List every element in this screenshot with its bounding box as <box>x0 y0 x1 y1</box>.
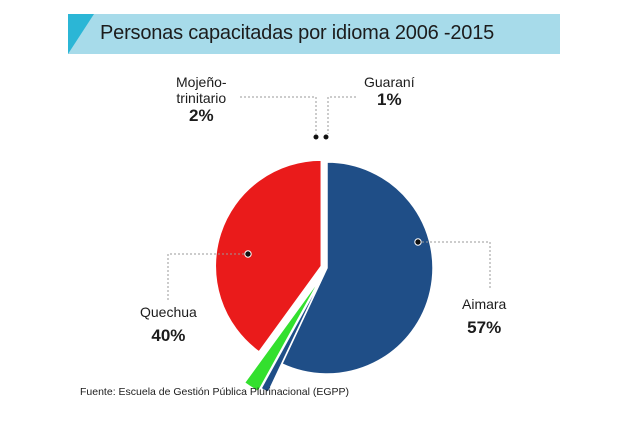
label-guarani-pct: 1% <box>377 90 402 110</box>
marker-aimara <box>414 238 422 246</box>
label-aimara-name: Aimara <box>462 296 507 312</box>
marker-guarani <box>322 133 330 141</box>
label-guarani: Guaraní 1% <box>364 74 415 110</box>
label-mojeno: Mojeño- trinitario 2% <box>176 74 227 126</box>
source-note: Fuente: Escuela de Gestión Pública Pluri… <box>80 386 350 398</box>
leader-aimara <box>418 241 491 290</box>
marker-mojeno <box>312 133 320 141</box>
title-bar <box>68 14 560 54</box>
label-quechua-name: Quechua <box>140 304 197 320</box>
label-guarani-name: Guaraní <box>364 74 415 90</box>
marker-quechua <box>244 250 252 258</box>
chart-title: Personas capacitadas por idioma 2006 -20… <box>100 22 495 44</box>
pie-slice-quechua <box>214 159 323 353</box>
pie-slice-aimara <box>280 161 434 375</box>
label-mojeno-pct: 2% <box>189 106 214 126</box>
leader-guarani <box>327 96 356 134</box>
label-quechua-pct: 40% <box>151 326 186 346</box>
label-aimara: Aimara 57% <box>462 296 506 338</box>
leader-quechua <box>167 253 248 300</box>
label-mojeno-name2: trinitario <box>176 90 227 107</box>
pie-slice-moje-o-trinitario <box>243 276 323 393</box>
leader-mojeno <box>240 96 317 134</box>
title-accent <box>68 14 94 54</box>
label-aimara-pct: 57% <box>467 318 502 338</box>
label-quechua: Quechua 40% <box>140 304 197 346</box>
label-mojeno-name: Mojeño- <box>176 74 227 90</box>
pie-slice-guaran <box>259 272 325 394</box>
